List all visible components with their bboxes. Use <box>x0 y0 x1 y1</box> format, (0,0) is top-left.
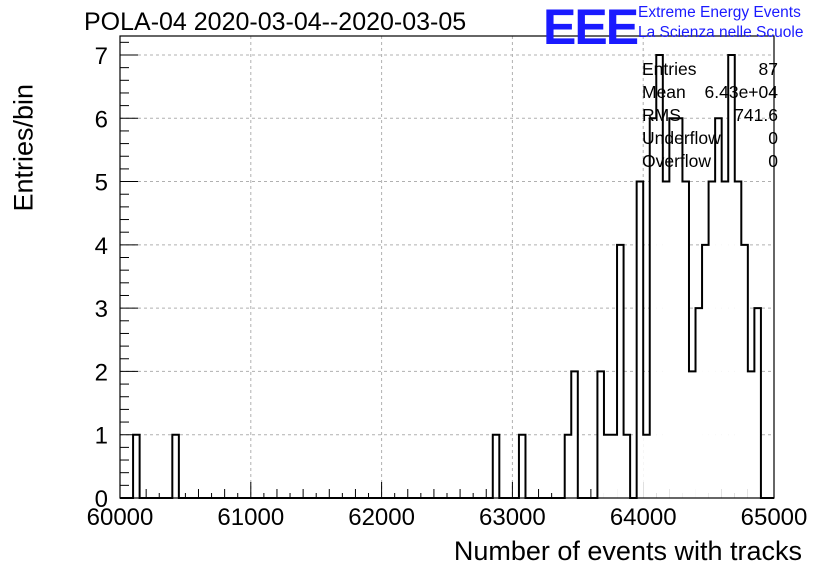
stats-row-entries: Entries 87 <box>642 58 778 81</box>
logo-line-2: La Scienza nelle Scuole <box>638 24 804 41</box>
x-tick-label: 61000 <box>217 504 284 531</box>
histogram-bar <box>741 244 748 498</box>
histogram-bar <box>715 118 722 498</box>
y-tick-label: 3 <box>95 296 108 323</box>
x-tick-label: 60000 <box>87 504 154 531</box>
stat-label: Underflow <box>642 128 721 148</box>
stat-value: 0 <box>768 151 778 171</box>
histogram-bar <box>734 181 742 498</box>
y-axis-label-text: Entries/bin <box>8 83 39 212</box>
stat-label: RMS <box>642 105 681 125</box>
y-tick-label: 4 <box>95 233 108 260</box>
x-tick-label: 64000 <box>610 504 677 531</box>
plot-frame <box>119 35 775 499</box>
y-tick-label: 1 <box>95 423 108 450</box>
histogram-bar <box>728 54 735 499</box>
histogram-bar <box>688 371 696 498</box>
logo-line-1: Extreme Energy Events <box>638 4 801 21</box>
histogram-bars <box>120 53 774 499</box>
y-tick-label: 2 <box>95 359 108 386</box>
eee-logo: EEE <box>543 0 639 55</box>
histogram-bar <box>675 118 683 498</box>
stat-label: Mean <box>642 82 686 102</box>
stats-row-overflow: Overflow 0 <box>642 150 778 173</box>
stats-row-mean: Mean 6.43e+04 <box>642 81 778 104</box>
histogram-bar <box>172 434 179 498</box>
x-tick-label: 65000 <box>741 504 808 531</box>
stats-row-underflow: Underflow 0 <box>642 127 778 150</box>
x-tick-label: 63000 <box>479 504 546 531</box>
histogram-bar <box>656 54 663 499</box>
y-tick-label: 5 <box>95 170 108 197</box>
histogram-bar <box>669 118 676 498</box>
histogram-bar <box>571 371 578 498</box>
stat-value: 741.6 <box>734 105 778 125</box>
histogram-bar <box>702 244 709 498</box>
histogram-bar <box>603 434 611 498</box>
histogram-bar <box>649 118 657 498</box>
histogram-bar <box>610 434 618 498</box>
x-axis-label: Number of events with tracks <box>453 536 802 566</box>
histogram-bar <box>518 434 526 498</box>
histogram-bar <box>708 181 716 498</box>
histogram-bar <box>623 434 631 498</box>
axes-frame <box>119 35 775 499</box>
histogram-bar <box>636 181 644 498</box>
stats-box: Entries 87 Mean 6.43e+04 RMS 741.6 Under… <box>642 58 778 173</box>
tick-labels: 60000 61000 62000 63000 64000 65000 0 1 2 3 4 5 6 7 <box>87 43 808 531</box>
histogram-bar <box>747 371 755 498</box>
y-axis-label: Entries/bin <box>4 84 44 212</box>
histogram-bar <box>643 434 650 498</box>
stat-label: Overflow <box>642 151 712 171</box>
stat-value: 0 <box>768 128 778 148</box>
y-tick-label: 6 <box>95 106 108 133</box>
histogram-bar <box>695 308 703 498</box>
stats-row-rms: RMS 741.6 <box>642 104 778 127</box>
histogram-bar <box>564 434 572 498</box>
histogram-bar <box>597 371 604 498</box>
stat-label: Entries <box>642 59 697 79</box>
histogram-bar <box>617 244 624 498</box>
x-tick-label: 62000 <box>348 504 415 531</box>
histogram-bar <box>492 434 500 498</box>
stat-value: 6.43e+04 <box>704 82 778 102</box>
chart-title: POLA-04 2020-03-04--2020-03-05 <box>84 8 467 36</box>
histogram-bar <box>682 181 689 498</box>
histogram-bar <box>662 181 670 498</box>
histogram-bar <box>754 308 761 498</box>
y-tick-label: 0 <box>95 486 108 513</box>
stat-value: 87 <box>758 59 778 79</box>
y-tick-label: 7 <box>95 43 108 70</box>
histogram-bar <box>721 181 729 498</box>
histogram-bar <box>133 434 140 498</box>
